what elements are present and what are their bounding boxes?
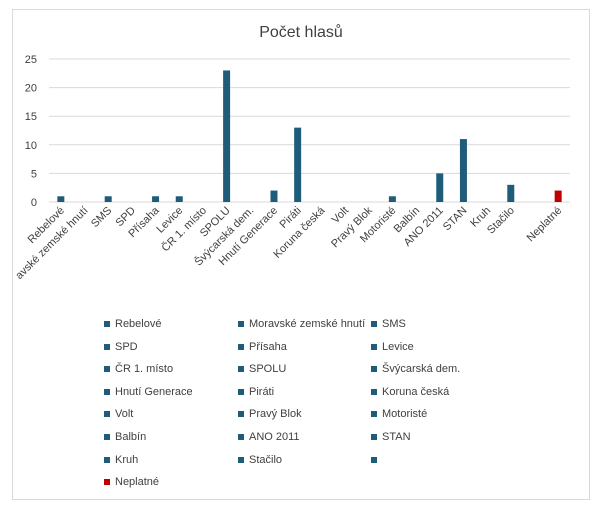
legend-label: ANO 2011 <box>249 431 300 443</box>
legend-item: Přísaha <box>238 339 287 355</box>
legend-swatch <box>104 456 110 463</box>
legend-swatch <box>104 479 110 486</box>
legend-item: Neplatné <box>104 474 159 490</box>
legend-swatch <box>238 321 244 327</box>
legend-label: Stačilo <box>249 453 283 466</box>
bar <box>294 127 302 202</box>
bar <box>436 173 444 202</box>
legend-label: Pravý Blok <box>249 408 302 421</box>
legend-label: STAN <box>382 431 411 443</box>
legend-item: STAN <box>371 429 411 445</box>
legend-item: SPD <box>104 339 138 355</box>
legend-swatch <box>238 456 244 463</box>
legend-swatch <box>371 366 377 373</box>
y-tick-label: 15 <box>25 111 37 123</box>
legend-item: Volt <box>104 406 133 422</box>
legend-swatch <box>238 411 244 418</box>
legend-item: Motoristé <box>371 406 427 422</box>
legend-item: Balbín <box>104 429 146 445</box>
legend-label: Kruh <box>115 453 139 466</box>
legend-item: Rebelové <box>104 316 161 332</box>
legend-swatch <box>104 343 110 350</box>
legend-label: Piráti <box>249 385 275 398</box>
legend-label: Koruna česká <box>382 385 450 398</box>
legend-swatch <box>104 321 110 327</box>
bar <box>507 184 515 202</box>
bar <box>104 196 112 202</box>
chart-frame: Počet hlasů 0 5 10 15 20 25 Rebelové avské zem… <box>12 9 590 500</box>
legend-swatch <box>371 388 377 395</box>
bar <box>223 70 231 202</box>
y-tick-label: 20 <box>25 83 37 95</box>
legend-item: Piráti <box>238 384 274 400</box>
bar <box>388 196 396 202</box>
legend-label: Neplatné <box>115 476 160 489</box>
legend-item: SPOLU <box>238 361 286 377</box>
y-tick-label: 5 <box>31 168 37 180</box>
legend-label: Moravské zemské hnutí <box>249 318 366 330</box>
chart-title: Počet hlasů <box>259 23 343 41</box>
legend-item: Koruna česká <box>371 384 449 400</box>
x-tick-label: Stačilo <box>485 205 517 237</box>
legend-item: SMS <box>371 316 406 332</box>
x-tick-label: Neplatné <box>525 205 565 245</box>
gridlines <box>49 58 570 203</box>
bar <box>175 196 183 202</box>
legend-item: Stačilo <box>238 452 282 468</box>
legend-item: Levice <box>371 339 414 355</box>
bar <box>57 196 65 202</box>
bar <box>270 190 278 202</box>
x-tick-label: SMS <box>89 205 114 230</box>
bar <box>152 196 160 202</box>
y-tick-label: 10 <box>25 140 37 152</box>
legend-swatch <box>371 456 377 463</box>
y-tick-label: 25 <box>25 54 37 66</box>
legend-swatch <box>371 411 377 418</box>
legend-item: ANO 2011 <box>238 429 300 445</box>
legend-swatch <box>238 343 244 350</box>
legend-label: Hnutí Generace <box>115 385 193 398</box>
legend-swatch <box>371 321 377 327</box>
legend-label: Rebelové <box>115 318 162 330</box>
legend-swatch <box>104 388 110 395</box>
legend-swatch <box>371 343 377 350</box>
legend-label: Švýcarská dem. <box>382 363 461 376</box>
legend-label: Levice <box>382 340 414 353</box>
legend-item: Hnutí Generace <box>104 384 193 400</box>
legend-swatch <box>371 434 377 440</box>
x-tick-label: STAN <box>441 205 470 234</box>
bar <box>554 190 562 202</box>
y-axis-ticks: 0 5 10 15 20 25 <box>25 54 37 209</box>
legend-item: Moravské zemské hnutí <box>238 316 365 332</box>
legend-item: Pravý Blok <box>238 406 302 422</box>
legend-swatch <box>238 366 244 373</box>
legend-label: Motoristé <box>382 408 428 421</box>
legend-label: Přísaha <box>249 340 287 353</box>
bars <box>57 70 562 202</box>
legend-swatch <box>104 366 110 373</box>
legend-swatch <box>238 388 244 395</box>
legend-label: SMS <box>382 318 406 330</box>
legend-item: Švýcarská dem. <box>371 361 460 377</box>
legend-label: Balbín <box>115 431 147 443</box>
legend-label: Volt <box>115 408 134 421</box>
legend-item: Kruh <box>104 452 138 468</box>
legend-label: SPOLU <box>249 363 287 376</box>
bar <box>459 139 467 202</box>
legend-swatch <box>104 434 110 440</box>
legend-swatch <box>238 434 244 440</box>
legend-label: SPD <box>115 340 138 353</box>
legend-label: ČR 1. místo <box>115 363 174 376</box>
legend-swatch <box>104 411 110 418</box>
y-tick-label: 0 <box>31 197 37 209</box>
legend-item: ČR 1. místo <box>104 361 173 377</box>
legend-item <box>371 452 382 468</box>
